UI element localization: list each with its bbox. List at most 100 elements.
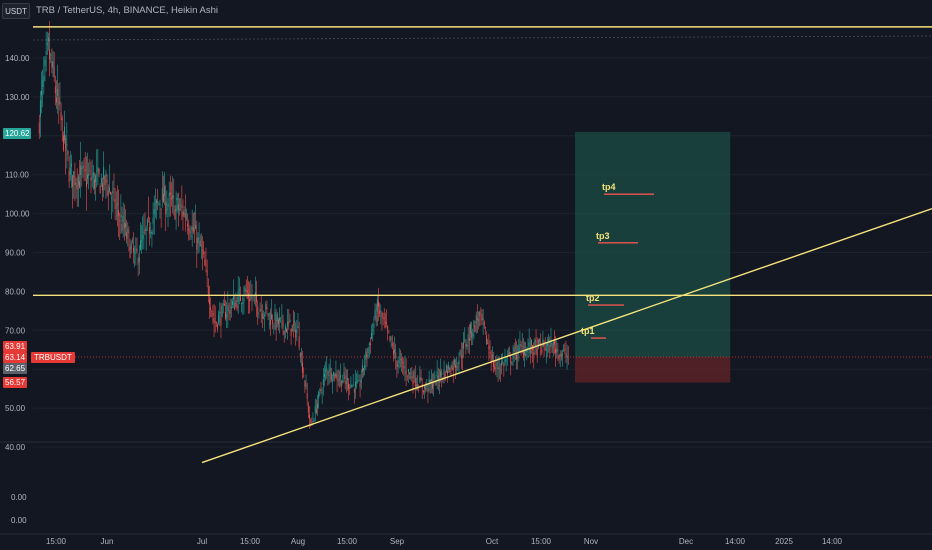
candle-body xyxy=(272,320,274,324)
candle-body xyxy=(519,344,521,346)
y-tick-label: 80.00 xyxy=(5,287,26,296)
candle-body xyxy=(173,196,175,198)
level-lines xyxy=(33,26,932,464)
candle-body xyxy=(200,245,202,247)
candle-body xyxy=(475,315,477,323)
candle-body xyxy=(297,325,299,329)
candle-body xyxy=(196,238,198,250)
y-tick-label: 140.00 xyxy=(5,54,30,63)
candle-body xyxy=(300,353,302,355)
candle-body xyxy=(211,311,213,313)
candle-body xyxy=(38,122,40,134)
candle-body xyxy=(115,205,117,207)
x-tick-label: 15:00 xyxy=(240,537,261,546)
candle-body xyxy=(334,374,336,379)
candle-body xyxy=(474,325,476,332)
candle-body xyxy=(158,203,160,204)
y-tick-label-lower: 0.00 xyxy=(11,516,27,525)
candle-body xyxy=(226,314,228,318)
candle-body xyxy=(565,353,567,357)
candle-body xyxy=(180,204,182,206)
candle-body xyxy=(365,351,367,360)
candle-body xyxy=(222,303,224,305)
candle-body xyxy=(349,388,351,389)
candle-body xyxy=(264,315,266,317)
candle-body xyxy=(190,235,192,237)
candle-body xyxy=(489,351,491,354)
candle-body xyxy=(172,195,174,199)
candle-body xyxy=(59,101,61,104)
time-axis[interactable]: 15:00 Jun Jul 15:00 Aug 15:00 Sep Oct 15:00 Nov De… xyxy=(46,537,843,546)
candle-body xyxy=(441,372,443,376)
candle-body xyxy=(410,373,412,375)
candle-body xyxy=(246,290,248,293)
candle-body xyxy=(273,325,275,327)
candle-body xyxy=(299,352,301,357)
candle-body xyxy=(245,289,247,292)
candle-body xyxy=(249,298,251,302)
candle-body xyxy=(406,376,408,378)
candle-body xyxy=(315,409,317,413)
candle-body xyxy=(51,61,53,68)
symbol-tag: TRBUSDT xyxy=(31,352,75,363)
x-tick-label: Aug xyxy=(291,537,305,546)
candle-body xyxy=(274,311,276,320)
candle-body xyxy=(83,165,85,167)
candle-body xyxy=(373,323,375,329)
candle-body xyxy=(144,229,146,232)
candle-body xyxy=(281,315,283,317)
candle-body xyxy=(412,380,414,385)
candle-body xyxy=(509,352,511,354)
top-dashed-line xyxy=(32,35,932,41)
candle-body xyxy=(382,317,384,319)
candle-body xyxy=(165,201,167,215)
candle-body xyxy=(187,223,189,227)
candle-body xyxy=(121,224,123,232)
x-tick-label: Oct xyxy=(486,537,499,546)
candle-body xyxy=(346,378,348,381)
candle-body xyxy=(100,178,102,184)
candle-body xyxy=(148,216,149,218)
candle-body xyxy=(87,174,88,180)
candle-body xyxy=(415,384,417,386)
candle-body xyxy=(472,333,474,337)
candle-body xyxy=(179,209,180,210)
candle-body xyxy=(433,384,435,386)
candle-body xyxy=(159,204,161,206)
y-tick-label: 110.00 xyxy=(5,171,29,180)
candle-body xyxy=(50,54,52,56)
candle-body xyxy=(275,319,277,330)
candle-body xyxy=(174,209,176,220)
candle-body xyxy=(320,389,322,392)
price-axis[interactable]: 140.00130.00120.00110.00100.0090.0080.00… xyxy=(5,54,30,525)
candle-body xyxy=(356,382,358,383)
candle-body xyxy=(430,379,432,382)
candle-body xyxy=(43,76,45,81)
candle-body xyxy=(390,338,392,340)
candle-body xyxy=(210,307,212,310)
candle-body xyxy=(261,313,263,318)
currency-selector[interactable]: USDT xyxy=(2,3,30,19)
candle-body xyxy=(564,348,566,350)
candle-body xyxy=(118,210,120,216)
candle-body xyxy=(313,420,315,422)
candle-body xyxy=(284,325,286,331)
candle-body xyxy=(127,229,129,233)
candle-body xyxy=(350,384,352,388)
candle-body xyxy=(376,299,378,312)
candle-body xyxy=(259,308,261,312)
candle-body xyxy=(383,317,385,320)
candle-body xyxy=(103,167,105,180)
candle-body xyxy=(230,306,232,309)
candle-body xyxy=(152,217,154,224)
candle-body xyxy=(386,322,387,325)
candle-body xyxy=(461,356,463,358)
candle-body xyxy=(271,314,272,320)
candle-body xyxy=(99,185,101,194)
candle-body xyxy=(504,359,506,363)
candle-body xyxy=(188,228,190,231)
candle-body xyxy=(223,304,225,306)
candle-body xyxy=(501,362,502,366)
candle-body xyxy=(380,310,382,312)
